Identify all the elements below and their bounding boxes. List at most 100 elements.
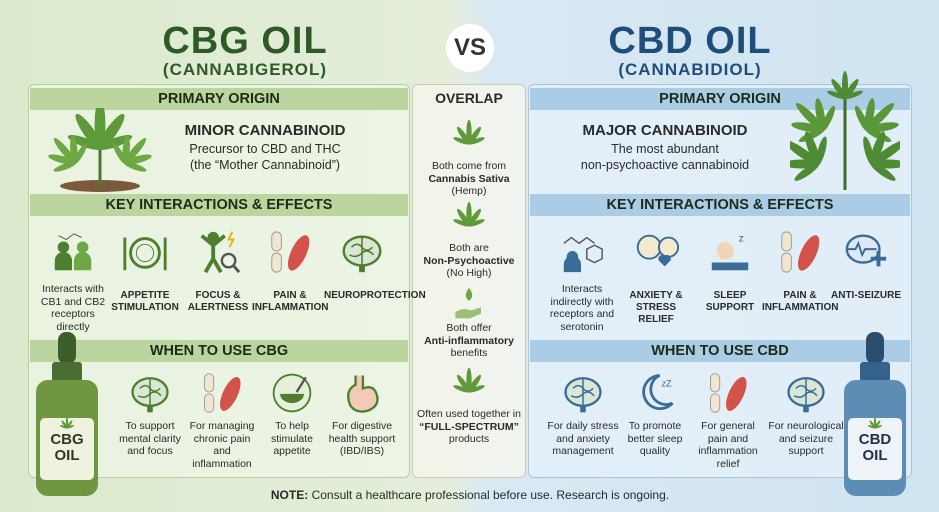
icon xyxy=(710,373,747,413)
origin-title: MAJOR CANNABINOID xyxy=(582,122,748,139)
overlap-before: Often used together in xyxy=(417,408,521,420)
icon xyxy=(272,373,312,413)
icon-shape xyxy=(845,234,881,264)
icon-shape xyxy=(73,252,92,271)
effect-label: ANTI-SEIZURE xyxy=(831,290,901,301)
icon-shape xyxy=(710,393,721,413)
overlap-item: Often used together in “FULL-SPECTRUM” pro… xyxy=(414,408,524,446)
icon-shape xyxy=(147,404,153,413)
icon-shape xyxy=(58,332,76,364)
icon-shape xyxy=(455,307,481,319)
icon-shape xyxy=(797,235,820,271)
icon-shape xyxy=(468,126,481,145)
origin-line: Precursor to CBD and THC xyxy=(189,142,341,156)
cbd-plant xyxy=(790,71,900,190)
overlap-after: products xyxy=(448,433,490,445)
icon-shape xyxy=(658,255,671,267)
use-text: To support mental clarity and focus xyxy=(119,420,181,457)
icon-shape xyxy=(57,241,70,253)
icon xyxy=(636,234,680,267)
icon-shape xyxy=(287,235,310,271)
overlap-after: benefits xyxy=(450,347,488,359)
footer-note: NOTE: Consult a healthcare professional … xyxy=(100,488,840,502)
icon xyxy=(123,237,167,271)
section-heading: PRIMARY ORIGIN xyxy=(30,88,408,110)
icon-shape xyxy=(271,252,282,273)
cbg-title: CBG OIL xyxy=(162,20,328,62)
icon-shape xyxy=(468,219,485,227)
origin-line: (the “Mother Cannabinoid”) xyxy=(189,158,341,172)
effect-label: PAIN & INFLAMMATION xyxy=(252,290,329,313)
bottle-label: CBG OIL xyxy=(40,432,94,464)
overlap-before: Both offer xyxy=(446,322,492,334)
overlap-highlight: Anti-inflammatory xyxy=(424,334,514,347)
effect-label: ANXIETY & STRESS RELIEF xyxy=(629,290,683,325)
icon xyxy=(54,233,92,271)
icon xyxy=(131,377,169,413)
icon: zZ xyxy=(642,374,674,410)
icon-shape xyxy=(870,251,887,267)
use-text: To promote better sleep quality xyxy=(627,420,683,457)
icon-shape xyxy=(453,119,485,145)
overlap-item: Both are Non-Psychoactive (No High) xyxy=(414,242,524,280)
icon-shape xyxy=(453,201,485,227)
icon-shape xyxy=(465,288,473,301)
icon-shape xyxy=(347,375,379,413)
icon-shape xyxy=(453,367,485,393)
icon xyxy=(455,288,481,319)
icon-shape xyxy=(457,208,470,227)
icon xyxy=(204,373,241,413)
icon-shape xyxy=(468,374,481,393)
vs-badge: VS xyxy=(446,24,494,72)
icon-shape xyxy=(200,234,226,274)
effect-label: Interacts with CB1 and CB2 receptors dir… xyxy=(40,283,106,333)
icon-shape xyxy=(636,234,662,260)
icon-shape xyxy=(710,373,721,393)
icon-shape xyxy=(271,231,282,252)
icon xyxy=(563,236,603,273)
icon-shape xyxy=(453,385,470,393)
icon xyxy=(453,201,485,227)
icon-shape xyxy=(220,252,237,269)
icon-shape xyxy=(232,264,241,274)
icon xyxy=(347,375,379,413)
icon-shape xyxy=(58,233,82,241)
icon-shape: zZ xyxy=(661,379,672,389)
icon: z xyxy=(711,232,749,271)
icon-shape xyxy=(468,208,481,227)
icon-shape xyxy=(295,376,307,393)
icon-shape xyxy=(457,126,470,145)
cbg-plant xyxy=(45,108,155,192)
bottle-label-line: CBD xyxy=(858,431,892,448)
icon-shape xyxy=(847,240,877,258)
icon xyxy=(781,231,820,273)
cbg-subtitle: (CANNABIGEROL) xyxy=(162,60,328,79)
bottle-label: CBD OIL xyxy=(848,432,902,464)
icon-shape xyxy=(563,255,582,273)
section-heading: WHEN TO USE CBD xyxy=(530,340,910,362)
icon-shape xyxy=(220,376,241,411)
icon-shape xyxy=(204,373,215,393)
section-heading: KEY INTERACTIONS & EFFECTS xyxy=(30,194,408,216)
icon xyxy=(271,231,310,273)
overlap-item: Both come from Cannabis Sativa (Hemp) xyxy=(414,160,524,198)
icon-shape: z xyxy=(739,232,744,244)
use-text: For general pain and inflammation relief xyxy=(698,420,758,470)
icon-shape xyxy=(563,236,595,245)
effect-label: SLEEP SUPPORT xyxy=(705,290,755,313)
overlap-highlight: Non-Psychoactive xyxy=(423,254,515,267)
origin-title: MINOR CANNABINOID xyxy=(184,122,346,139)
bottle-label-line: OIL xyxy=(54,447,80,464)
icon-shape xyxy=(468,137,485,145)
icon xyxy=(787,377,825,413)
icon-shape xyxy=(280,393,304,404)
icon-shape xyxy=(586,244,603,264)
section-heading: PRIMARY ORIGIN xyxy=(530,88,910,110)
use-text: To help stimulate appetite xyxy=(270,420,313,457)
use-text: For digestive health support (IBD/IBS) xyxy=(328,420,396,457)
bottle-label-line: CBG xyxy=(50,431,84,448)
overlap-highlight: Cannabis Sativa xyxy=(428,172,510,185)
icon-shape xyxy=(803,404,809,413)
icon-shape xyxy=(40,418,94,480)
